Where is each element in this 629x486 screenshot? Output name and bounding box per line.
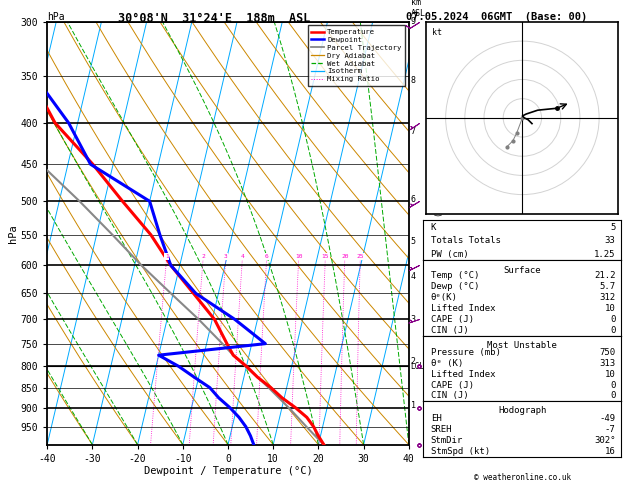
Text: 25: 25 xyxy=(357,254,364,259)
Legend: Temperature, Dewpoint, Parcel Trajectory, Dry Adiabat, Wet Adiabat, Isotherm, Mi: Temperature, Dewpoint, Parcel Trajectory… xyxy=(308,25,405,86)
Text: θᵉ (K): θᵉ (K) xyxy=(431,359,463,368)
Text: 0: 0 xyxy=(610,391,616,400)
Text: 33: 33 xyxy=(604,236,616,245)
Text: 30°08'N  31°24'E  188m  ASL: 30°08'N 31°24'E 188m ASL xyxy=(118,12,310,25)
Text: LCL: LCL xyxy=(411,362,425,371)
Text: 1.25: 1.25 xyxy=(594,250,616,259)
Y-axis label: hPa: hPa xyxy=(8,224,18,243)
Text: 750: 750 xyxy=(599,347,616,357)
Text: 15: 15 xyxy=(321,254,329,259)
Text: Totals Totals: Totals Totals xyxy=(431,236,501,245)
Text: 2: 2 xyxy=(411,357,416,366)
Text: SREH: SREH xyxy=(431,425,452,434)
Text: 8: 8 xyxy=(411,76,416,86)
Text: 0: 0 xyxy=(610,381,616,390)
Text: 5: 5 xyxy=(610,223,616,232)
Text: Temp (°C): Temp (°C) xyxy=(431,271,479,280)
Text: -7: -7 xyxy=(604,425,616,434)
Text: -49: -49 xyxy=(599,414,616,423)
Text: Most Unstable: Most Unstable xyxy=(487,341,557,350)
Text: Lifted Index: Lifted Index xyxy=(431,369,495,379)
Text: 312: 312 xyxy=(599,293,616,302)
Text: 0: 0 xyxy=(610,326,616,335)
Text: 4: 4 xyxy=(411,272,416,281)
Text: Hodograph: Hodograph xyxy=(498,406,546,415)
Text: Pressure (mb): Pressure (mb) xyxy=(431,347,501,357)
Text: 302°: 302° xyxy=(594,436,616,445)
Text: 21.2: 21.2 xyxy=(594,271,616,280)
Text: CAPE (J): CAPE (J) xyxy=(431,315,474,324)
Text: 1: 1 xyxy=(165,254,169,259)
Text: Lifted Index: Lifted Index xyxy=(431,304,495,313)
Text: 9: 9 xyxy=(411,17,416,26)
Text: 10: 10 xyxy=(604,369,616,379)
Text: StmSpd (kt): StmSpd (kt) xyxy=(431,447,490,456)
Text: Mixing Ratio (g/kg): Mixing Ratio (g/kg) xyxy=(435,190,444,277)
Text: 3: 3 xyxy=(411,315,416,324)
X-axis label: Dewpoint / Temperature (°C): Dewpoint / Temperature (°C) xyxy=(143,467,313,476)
Text: 5.7: 5.7 xyxy=(599,282,616,291)
Text: K: K xyxy=(431,223,436,232)
Text: hPa: hPa xyxy=(47,12,65,22)
Text: 20: 20 xyxy=(341,254,348,259)
Text: 10: 10 xyxy=(604,304,616,313)
Text: 5: 5 xyxy=(411,237,416,245)
Text: 07.05.2024  06GMT  (Base: 00): 07.05.2024 06GMT (Base: 00) xyxy=(406,12,587,22)
Text: 4: 4 xyxy=(241,254,245,259)
Text: kt: kt xyxy=(432,28,442,37)
Text: 6: 6 xyxy=(411,195,416,204)
Text: CIN (J): CIN (J) xyxy=(431,326,468,335)
Text: Dewp (°C): Dewp (°C) xyxy=(431,282,479,291)
Text: 2: 2 xyxy=(201,254,205,259)
Text: km
ASL: km ASL xyxy=(411,0,426,17)
Text: 16: 16 xyxy=(604,447,616,456)
Text: Surface: Surface xyxy=(503,266,541,275)
Text: StmDir: StmDir xyxy=(431,436,463,445)
Text: 10: 10 xyxy=(295,254,303,259)
Text: CAPE (J): CAPE (J) xyxy=(431,381,474,390)
Text: 7: 7 xyxy=(411,127,416,136)
Text: θᵉ(K): θᵉ(K) xyxy=(431,293,457,302)
Text: 6: 6 xyxy=(265,254,269,259)
Text: 1: 1 xyxy=(411,401,416,410)
Text: EH: EH xyxy=(431,414,442,423)
Text: PW (cm): PW (cm) xyxy=(431,250,468,259)
Text: 313: 313 xyxy=(599,359,616,368)
Text: © weatheronline.co.uk: © weatheronline.co.uk xyxy=(474,473,571,482)
Text: 3: 3 xyxy=(224,254,228,259)
Text: CIN (J): CIN (J) xyxy=(431,391,468,400)
Text: 0: 0 xyxy=(610,315,616,324)
